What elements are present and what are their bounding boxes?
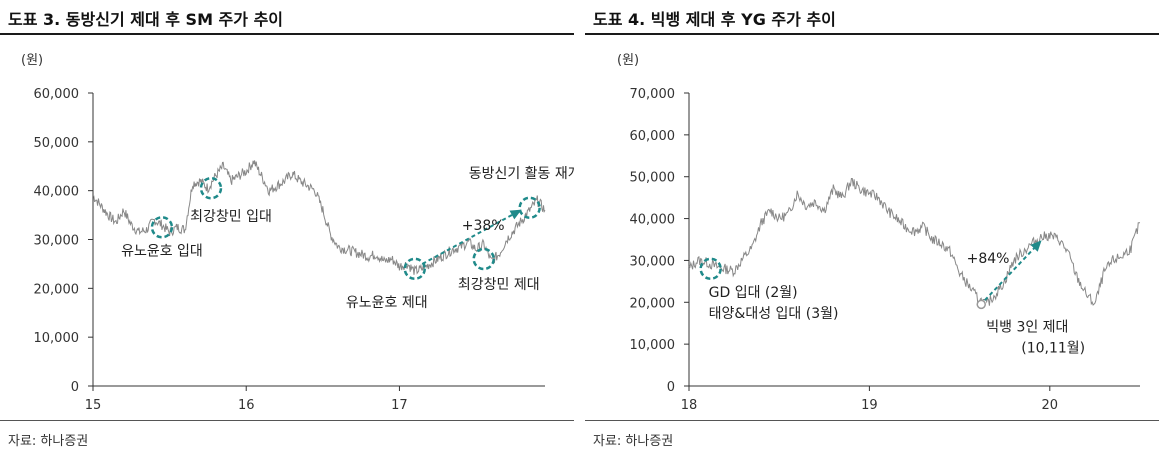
x-tick-label: 19 bbox=[861, 398, 878, 413]
y-tick-label: 0 bbox=[667, 380, 675, 395]
event-marker bbox=[403, 257, 427, 281]
event-annotation: 최강창민 제대 bbox=[458, 277, 540, 293]
y-tick-label: 30,000 bbox=[630, 254, 676, 269]
bottom-rule bbox=[0, 420, 574, 421]
event-marker bbox=[518, 196, 541, 220]
y-tick-label: 10,000 bbox=[34, 331, 80, 346]
event-annotation: 동방신기 활동 재개 bbox=[469, 166, 574, 182]
y-tick-label: 40,000 bbox=[34, 185, 80, 200]
change-arrow-shaft bbox=[984, 245, 1037, 301]
change-arrow-head bbox=[509, 209, 522, 220]
y-tick-label: 60,000 bbox=[630, 129, 676, 144]
y-tick-label: 20,000 bbox=[630, 296, 676, 311]
change-label: +38% bbox=[462, 218, 505, 234]
event-annotation: 유노윤호 제대 bbox=[346, 295, 428, 311]
chart-title: 도표 3. 동방신기 제대 후 SM 주가 추이 bbox=[8, 10, 284, 29]
event-marker bbox=[699, 257, 722, 281]
sm-chart-panel: 도표 3. 동방신기 제대 후 SM 주가 추이 (원) 0 10,000 20,00… bbox=[0, 0, 574, 454]
y-tick-label: 20,000 bbox=[34, 282, 80, 297]
x-tick-label: 16 bbox=[238, 398, 255, 413]
yg-chart-panel: 도표 4. 빅뱅 제대 후 YG 주가 추이 (원) 0 10,000 20,000 3… bbox=[585, 0, 1159, 454]
y-tick-label: 60,000 bbox=[34, 87, 80, 102]
price-series-line bbox=[92, 160, 546, 275]
price-series-line bbox=[688, 178, 1141, 307]
bottom-rule bbox=[585, 420, 1159, 421]
event-marker bbox=[199, 176, 223, 200]
title-rule bbox=[585, 33, 1159, 35]
change-arrow-head bbox=[1030, 240, 1042, 252]
y-tick-label: 30,000 bbox=[34, 234, 80, 249]
x-tick-label: 18 bbox=[681, 398, 698, 413]
event-annotation: 유노윤호 입대 bbox=[121, 243, 203, 259]
change-arrow-shaft bbox=[421, 212, 516, 265]
y-tick-label: 70,000 bbox=[630, 87, 676, 102]
x-tick-label: 17 bbox=[391, 398, 408, 413]
yg-price-chart: (원) 0 10,000 20,000 30,000 40,000 50,000 60,000… bbox=[617, 53, 1141, 413]
x-tick-label: 15 bbox=[85, 398, 102, 413]
y-axis-unit: (원) bbox=[617, 53, 639, 68]
y-tick-label: 40,000 bbox=[630, 213, 676, 228]
change-label: +84% bbox=[967, 251, 1010, 267]
event-annotation: 빅뱅 3인 제대 bbox=[986, 319, 1068, 335]
sm-price-chart: (원) 0 10,000 20,000 30,000 40,000 50,000 60,000… bbox=[21, 53, 574, 413]
y-tick-label: 50,000 bbox=[630, 171, 676, 186]
source-note: 자료: 하나증권 bbox=[593, 434, 674, 449]
event-annotation: 태양&대성 입대 (3월) bbox=[709, 306, 839, 322]
event-annotation: (10,11월) bbox=[1021, 340, 1085, 356]
y-tick-label: 10,000 bbox=[630, 338, 676, 353]
y-tick-label: 0 bbox=[71, 380, 79, 395]
event-marker bbox=[976, 299, 986, 310]
y-tick-label: 50,000 bbox=[34, 136, 80, 151]
event-marker bbox=[150, 216, 174, 239]
event-annotation: 최강창민 입대 bbox=[190, 209, 272, 225]
title-rule bbox=[0, 33, 574, 35]
x-tick-label: 20 bbox=[1042, 398, 1059, 413]
event-marker bbox=[472, 247, 495, 271]
source-note: 자료: 하나증권 bbox=[8, 434, 89, 449]
event-annotation: GD 입대 (2월) bbox=[709, 285, 798, 301]
y-axis-unit: (원) bbox=[21, 53, 43, 68]
chart-title: 도표 4. 빅뱅 제대 후 YG 주가 추이 bbox=[593, 10, 836, 29]
